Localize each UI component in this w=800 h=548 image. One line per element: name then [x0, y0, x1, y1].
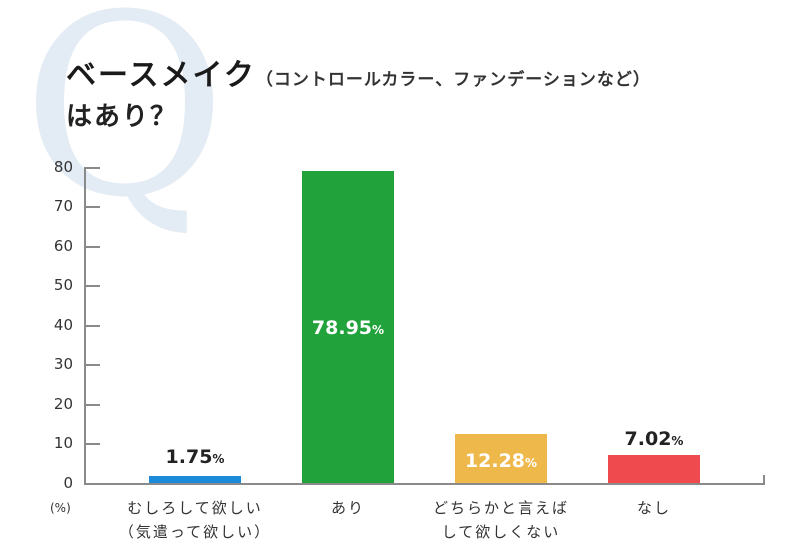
- bar-nashi: [608, 455, 700, 483]
- value-label-nashi: 7.02%: [624, 428, 684, 450]
- value-label-ari: 78.95%: [311, 317, 385, 339]
- value-label-mushiro: 1.75%: [165, 446, 225, 468]
- y-tick-label-10: 10: [53, 434, 73, 452]
- bar-ari: [302, 171, 394, 483]
- title-sub: （コントロールカラー、ファンデーションなど）: [255, 70, 651, 90]
- y-tick-label-70: 70: [53, 197, 73, 215]
- title-main: ベースメイク: [66, 58, 256, 93]
- y-tick: [84, 443, 100, 445]
- category-label-mushiro: むしろして欲しい （気遣って欲しい）: [118, 499, 272, 541]
- y-tick-label-0: 0: [63, 474, 73, 492]
- y-tick-label-60: 60: [53, 237, 73, 255]
- bar-dochiraka: [455, 434, 547, 483]
- q-watermark: Q: [22, 0, 227, 252]
- y-tick: [84, 167, 100, 169]
- y-tick-label-50: 50: [53, 276, 73, 294]
- x-axis-end-tick: [763, 475, 765, 485]
- title-line2: はあり？: [66, 102, 179, 132]
- category-label-dochiraka: どちらかと言えば して欲しくない: [432, 499, 569, 541]
- chart-title: ベースメイク（コントロールカラー、ファンデーションなど）: [66, 50, 651, 94]
- y-tick: [84, 404, 100, 406]
- y-tick-label-30: 30: [53, 355, 73, 373]
- category-label-ari: あり: [330, 499, 365, 517]
- y-tick: [84, 246, 100, 248]
- y-tick: [84, 206, 100, 208]
- y-tick: [84, 325, 100, 327]
- y-unit-label: (%): [50, 501, 71, 515]
- y-tick: [84, 364, 100, 366]
- y-tick-label-40: 40: [53, 316, 73, 334]
- category-label-nashi: なし: [636, 499, 671, 517]
- value-label-dochiraka: 12.28%: [464, 450, 538, 472]
- y-tick-label-20: 20: [53, 395, 73, 413]
- bar-mushiro: [149, 476, 241, 483]
- x-axis: [84, 483, 765, 485]
- y-tick: [84, 285, 100, 287]
- y-tick-label-80: 80: [53, 158, 73, 176]
